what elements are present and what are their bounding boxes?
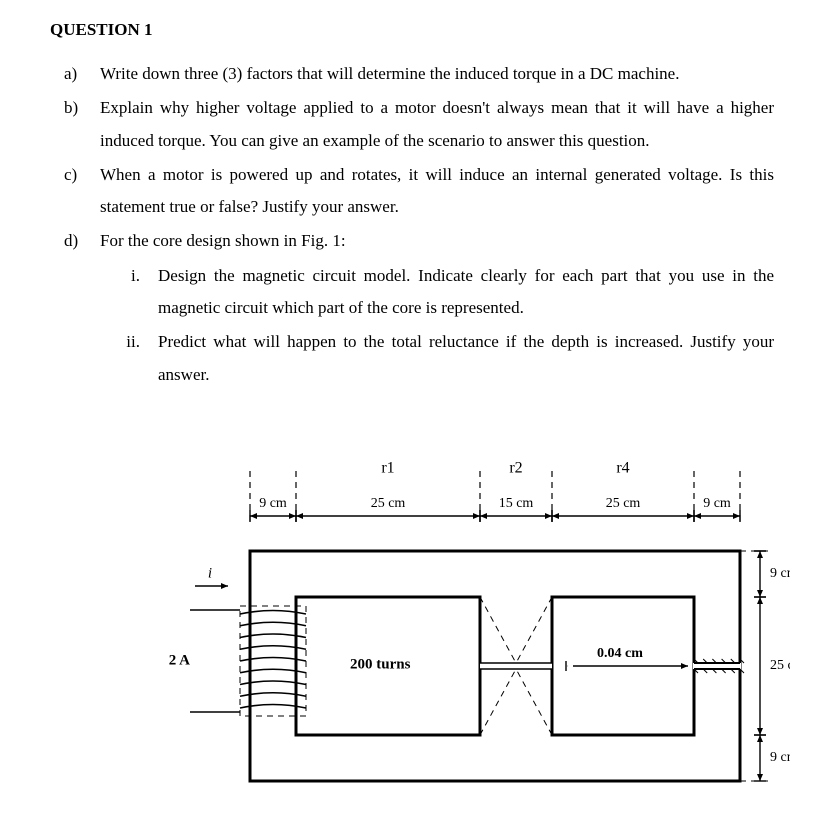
subitem-marker: ii. [50,326,158,391]
svg-text:9 cm: 9 cm [770,750,790,765]
item-b: b) Explain why higher voltage applied to… [50,92,774,157]
subitem-ii: ii. Predict what will happen to the tota… [50,326,774,391]
svg-text:25 cm: 25 cm [606,496,641,511]
svg-text:25 cm: 25 cm [371,496,406,511]
svg-text:9 cm: 9 cm [259,496,287,511]
svg-text:25 cm: 25 cm [770,658,790,673]
question-list: a) Write down three (3) factors that wil… [50,58,774,391]
svg-text:2 A: 2 A [169,652,190,668]
svg-text:15 cm: 15 cm [499,496,534,511]
item-marker: b) [50,92,100,157]
item-marker: c) [50,159,100,224]
item-text: Write down three (3) factors that will d… [100,58,774,90]
subitem-text: Predict what will happen to the total re… [158,326,774,391]
item-text: When a motor is powered up and rotates, … [100,159,774,224]
subitem-marker: i. [50,260,158,325]
item-c: c) When a motor is powered up and rotate… [50,159,774,224]
svg-text:9 cm: 9 cm [703,496,731,511]
item-marker: a) [50,58,100,90]
svg-text:9 cm: 9 cm [770,566,790,581]
svg-text:200 turns: 200 turns [350,656,411,672]
item-text: For the core design shown in Fig. 1: [100,225,774,257]
item-d: d) For the core design shown in Fig. 1: [50,225,774,257]
svg-text:r1: r1 [381,460,394,477]
item-a: a) Write down three (3) factors that wil… [50,58,774,90]
svg-text:r2: r2 [509,460,522,477]
core-diagram: r1 r2 r4 9 cm 25 cm 15 cm 25 cm 9 cm 9 cm 25 cm 9 … [150,421,790,801]
svg-text:i: i [208,565,212,581]
item-text: Explain why higher voltage applied to a … [100,92,774,157]
question-title: QUESTION 1 [50,20,774,40]
subitem-text: Design the magnetic circuit model. Indic… [158,260,774,325]
subitem-i: i. Design the magnetic circuit model. In… [50,260,774,325]
item-marker: d) [50,225,100,257]
svg-text:r4: r4 [616,460,629,477]
svg-text:0.04 cm: 0.04 cm [597,646,643,661]
